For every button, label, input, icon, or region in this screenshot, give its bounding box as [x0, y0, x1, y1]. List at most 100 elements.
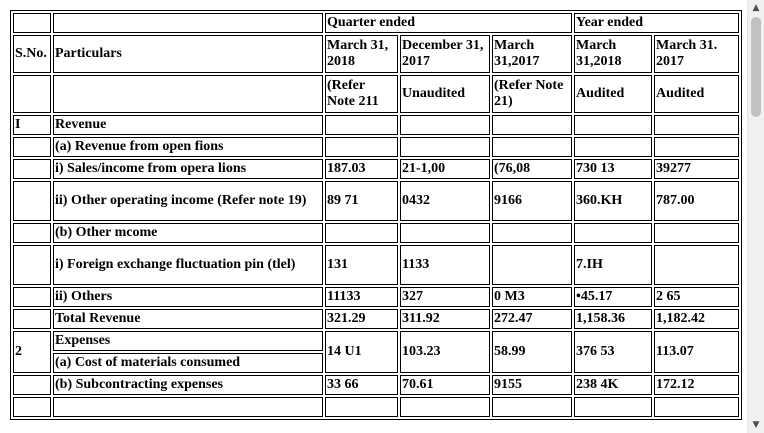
- row-value: 376 53: [574, 331, 653, 373]
- row-value: 9166: [492, 181, 573, 221]
- row-value: 187.03: [325, 159, 398, 179]
- empty-cell: [325, 397, 398, 417]
- row-value: (76,08: [492, 159, 573, 179]
- table-row: i) Foreign exchange fluctuation pin (tle…: [13, 245, 740, 285]
- scroll-up-arrow-icon[interactable]: ▲: [752, 3, 760, 13]
- row-sno: 2: [13, 331, 51, 373]
- row-value: 1,158.36: [574, 309, 653, 329]
- row-value: 238 4K: [574, 375, 653, 395]
- row-value: 360.KH: [574, 181, 653, 221]
- table-row: i) Sales/income from opera lions 187.03 …: [13, 159, 740, 179]
- table-row: Total Revenue 321.29 311.92 272.47 1,158…: [13, 309, 740, 329]
- row-sno: I: [13, 115, 51, 135]
- row-value: 89 71: [325, 181, 398, 221]
- row-value: [654, 137, 740, 157]
- scrollbar-thumb[interactable]: [751, 17, 761, 117]
- row-value: 172.12: [654, 375, 740, 395]
- row-label: ii) Others: [53, 287, 323, 307]
- empty-cell: [400, 397, 490, 417]
- row-value: [654, 223, 740, 243]
- row-label: (b) Subcontracting expenses: [53, 375, 323, 395]
- row-label: ii) Other operating income (Refer note 1…: [53, 181, 323, 221]
- table-row: ii) Other operating income (Refer note 1…: [13, 181, 740, 221]
- empty-cell: [53, 13, 323, 33]
- empty-cell: [13, 375, 51, 395]
- row-value: [400, 115, 490, 135]
- row-value: [492, 223, 573, 243]
- col1-date-header: March 31, 2018: [325, 35, 398, 73]
- header-row-dates: S.No. Particulars March 31, 2018 Decembe…: [13, 35, 740, 73]
- row-label: (a) Cost of materials consumed: [53, 353, 323, 373]
- row-value: [400, 223, 490, 243]
- empty-cell: [53, 397, 323, 417]
- row-value: 327: [400, 287, 490, 307]
- table-row: (a) Cost of materials consumed: [13, 353, 739, 373]
- row-value: [654, 115, 740, 135]
- row-value: 39277: [654, 159, 740, 179]
- empty-cell: [13, 75, 51, 113]
- row-sno: [13, 223, 51, 243]
- empty-cell: [654, 397, 740, 417]
- row-value: [574, 137, 653, 157]
- row-value: [325, 115, 398, 135]
- row-value: 113.07: [654, 331, 740, 373]
- header-row-notes: (Refer Note 211 Unaudited (Refer Note 21…: [13, 75, 740, 113]
- table-row: (a) Revenue from open fions: [13, 137, 740, 157]
- row-value: 0432: [400, 181, 490, 221]
- col2-note-header: Unaudited: [400, 75, 490, 113]
- row-value: 33 66: [325, 375, 398, 395]
- row-label: Total Revenue: [53, 309, 323, 329]
- table-row: ii) Others 11133 327 0 M3 •45.17 2 65: [13, 287, 740, 307]
- row-value: •45.17: [574, 287, 653, 307]
- empty-cell: [13, 13, 51, 33]
- row-label: (b) Other mcome: [53, 223, 323, 243]
- row-value: 730 13: [574, 159, 653, 179]
- row-value: [492, 137, 573, 157]
- col3-date-header: March 31,2017: [492, 35, 573, 73]
- row-value: [400, 137, 490, 157]
- document-viewport: Quarter ended Year ended S.No. Particula…: [10, 10, 743, 420]
- row-sno: [13, 137, 51, 157]
- quarter-ended-header: Quarter ended: [325, 13, 573, 33]
- expenses-header-row: 2 Expenses 14 U1 103.23 58.99 376 53 113…: [13, 331, 740, 373]
- sno-header: S.No.: [13, 35, 51, 73]
- row-value: 7.IH: [574, 245, 653, 285]
- row-value: 103.23: [400, 331, 490, 373]
- row-value: [325, 137, 398, 157]
- row-value: 70.61: [400, 375, 490, 395]
- table-row-partial: [13, 397, 740, 417]
- col1-note-header: (Refer Note 211: [325, 75, 398, 113]
- table-row: (b) Other mcome: [13, 223, 740, 243]
- row-value: [574, 223, 653, 243]
- row-label: i) Foreign exchange fluctuation pin (tle…: [53, 245, 323, 285]
- row-value: 21-1,00: [400, 159, 490, 179]
- expenses-label: Expenses: [53, 331, 323, 351]
- row-sno: [13, 159, 51, 179]
- col2-date-header: December 31, 2017: [400, 35, 490, 73]
- scroll-down-arrow-icon[interactable]: ▼: [752, 420, 760, 430]
- row-label: Revenue: [53, 115, 323, 135]
- row-value: [492, 115, 573, 135]
- row-value: [654, 245, 740, 285]
- row-value: [325, 223, 398, 243]
- vertical-scrollbar[interactable]: ▲ ▼: [747, 0, 764, 433]
- empty-cell: [574, 397, 653, 417]
- row-label: (a) Revenue from open fions: [53, 137, 323, 157]
- row-value: [574, 115, 653, 135]
- year-ended-header: Year ended: [574, 13, 740, 33]
- col3-note-header: (Refer Note 21): [492, 75, 573, 113]
- col5-note-header: Audited: [654, 75, 740, 113]
- row-value: 321.29: [325, 309, 398, 329]
- row-value: 787.00: [654, 181, 740, 221]
- table-row: I Revenue: [13, 115, 740, 135]
- row-value: 131: [325, 245, 398, 285]
- header-row-period: Quarter ended Year ended: [13, 13, 740, 33]
- row-value: 58.99: [492, 331, 573, 373]
- row-value: 1133: [400, 245, 490, 285]
- table-row: (b) Subcontracting expenses 33 66 70.61 …: [13, 375, 740, 395]
- row-sno: [13, 309, 51, 329]
- row-value: 272.47: [492, 309, 573, 329]
- row-value: 11133: [325, 287, 398, 307]
- row-value: 14 U1: [325, 331, 398, 373]
- row-value: 2 65: [654, 287, 740, 307]
